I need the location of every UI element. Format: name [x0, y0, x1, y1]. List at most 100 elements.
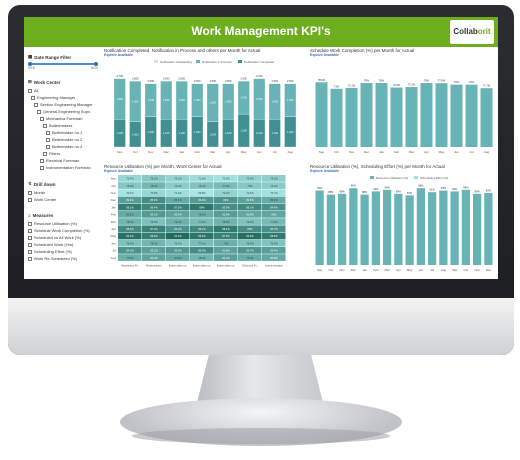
work-center-item[interactable]: Section Engineering Manager	[28, 101, 98, 108]
heatmap-cell	[238, 196, 262, 204]
notifications-explore-link[interactable]: Explore Available	[104, 53, 133, 57]
option-label: Boilermaker no.1	[52, 130, 83, 135]
total-label: 2,500	[148, 79, 155, 83]
data-label: 89%	[475, 189, 481, 193]
cell-value: 86.1%	[198, 227, 206, 231]
work-center-item[interactable]: Engineering Manager	[28, 94, 98, 101]
notifications-chart-panel: Notification Completed, Notification in …	[104, 48, 302, 161]
data-label: 1,200	[287, 130, 294, 134]
checkbox-icon[interactable]	[43, 123, 47, 128]
cell-value: 82.1%	[222, 256, 230, 260]
checkbox-icon[interactable]	[43, 151, 47, 156]
checkbox-icon[interactable]	[40, 116, 44, 121]
work-center-item[interactable]: General Engineering Supv.	[28, 108, 98, 115]
data-label: 78%	[364, 79, 370, 83]
date-range-slider[interactable]	[28, 61, 98, 66]
heatmap-explore-link[interactable]: Explore Available	[104, 169, 133, 173]
drill-down-item[interactable]: Month	[28, 189, 98, 196]
work-center-item[interactable]: Instrumentation Foreman	[28, 164, 98, 171]
measure-item[interactable]: Work Re-Scheduled (%)	[28, 255, 98, 262]
checkbox-icon[interactable]	[40, 158, 44, 163]
legend-swatch	[196, 60, 200, 63]
data-label: 1,300	[194, 98, 201, 102]
checkbox-icon[interactable]	[28, 190, 32, 195]
work-center-item[interactable]: Mechanica Foreman	[28, 115, 98, 122]
total-label: 2,600	[132, 77, 139, 81]
checkbox-icon[interactable]	[31, 95, 35, 100]
data-label: 1,300	[148, 98, 155, 102]
cell-value: 74.1%	[270, 177, 278, 181]
checkbox-icon[interactable]	[28, 242, 32, 247]
work-center-item[interactable]: Electrical Foreman	[28, 157, 98, 164]
cell-value: 75.1%	[150, 177, 158, 181]
drill-down-item[interactable]: Work Center	[28, 196, 98, 203]
heatmap-cell	[262, 218, 286, 225]
checkbox-icon[interactable]	[40, 165, 44, 170]
work-center-item[interactable]: Boilermaker no.3	[28, 143, 98, 150]
work-center-item[interactable]: Fitters	[28, 150, 98, 157]
row-label: Nov	[111, 191, 117, 195]
checkbox-icon[interactable]	[28, 197, 32, 202]
total-label: 2,500	[272, 79, 279, 83]
measure-item[interactable]: Resource Utilisation (%)	[28, 220, 98, 227]
cell-value: 78.1%	[150, 184, 158, 188]
stacked-bar-segment	[222, 83, 235, 120]
cell-value: 78.3%	[126, 220, 134, 224]
legend-swatch	[238, 60, 242, 63]
bar	[428, 192, 437, 265]
row-label: Jan	[111, 205, 116, 209]
cell-value: 79.5%	[126, 256, 134, 260]
data-label: 1,400	[272, 99, 279, 103]
measures-icon: ≡	[28, 213, 31, 218]
heatmap-cell	[214, 196, 238, 204]
checkbox-icon[interactable]	[28, 235, 32, 240]
heatmap-cell	[262, 196, 286, 204]
data-label: 1,200	[148, 130, 155, 134]
heatmap-cell	[190, 182, 214, 189]
work-center-item[interactable]: Boilermakers	[28, 122, 98, 129]
data-label: 1,100	[225, 131, 232, 135]
work-center-item[interactable]: Boilermaker no.1	[28, 129, 98, 136]
cell-value: 80.3%	[174, 256, 182, 260]
data-label: 1,600	[256, 97, 263, 101]
checkbox-icon[interactable]	[28, 228, 32, 233]
checkbox-icon[interactable]	[46, 137, 50, 142]
cell-value: 78.8%	[222, 220, 230, 224]
data-label: 94%	[385, 185, 391, 189]
legend-label: Notification in Process	[202, 60, 232, 64]
checkbox-icon[interactable]	[46, 130, 50, 135]
stacked-bar-segment	[268, 83, 281, 120]
cell-value: 88.2%	[150, 234, 158, 238]
measure-item[interactable]: Scheduling Effort (%)	[28, 248, 98, 255]
checkbox-icon[interactable]	[34, 102, 38, 107]
cell-value: 88.4%	[222, 227, 230, 231]
heatmap-cell	[142, 211, 166, 218]
cell-value: 88.1%	[126, 205, 134, 209]
x-tick-label: Apr	[396, 268, 401, 272]
heatmap-cell	[190, 218, 214, 225]
checkbox-icon[interactable]	[28, 221, 32, 226]
total-label: 2,600	[241, 77, 248, 81]
utilisation-effort-explore-link[interactable]: Explore Available	[310, 169, 339, 173]
checkbox-icon[interactable]	[46, 144, 50, 149]
measure-item[interactable]: Scheduled Work (Hrs)	[28, 241, 98, 248]
measure-item[interactable]: Scheduled vs All Work (%)	[28, 234, 98, 241]
stacked-bar-segment	[253, 78, 266, 120]
cell-value: 82.6%	[222, 213, 230, 217]
heatmap-cell	[214, 247, 238, 254]
cell-value: 73.2%	[174, 177, 182, 181]
checkbox-icon[interactable]	[37, 109, 41, 114]
schedule-completion-title: Schedule Work Completion (%) per Month f…	[310, 48, 415, 53]
stacked-bar-segment	[206, 83, 219, 122]
bar	[383, 189, 392, 265]
work-center-item[interactable]: Boilermaker no.2	[28, 136, 98, 143]
checkbox-icon[interactable]	[28, 256, 32, 261]
schedule-completion-explore-link[interactable]: Explore Available	[310, 53, 339, 57]
checkbox-icon[interactable]	[28, 249, 32, 254]
cell-value: 70.1%	[126, 191, 134, 195]
measure-item[interactable]: Schedule Work Completion (%)	[28, 227, 98, 234]
work-center-item[interactable]: All	[28, 87, 98, 94]
checkbox-icon[interactable]	[28, 88, 32, 93]
heatmap-cell	[190, 189, 214, 197]
bar	[375, 83, 388, 147]
